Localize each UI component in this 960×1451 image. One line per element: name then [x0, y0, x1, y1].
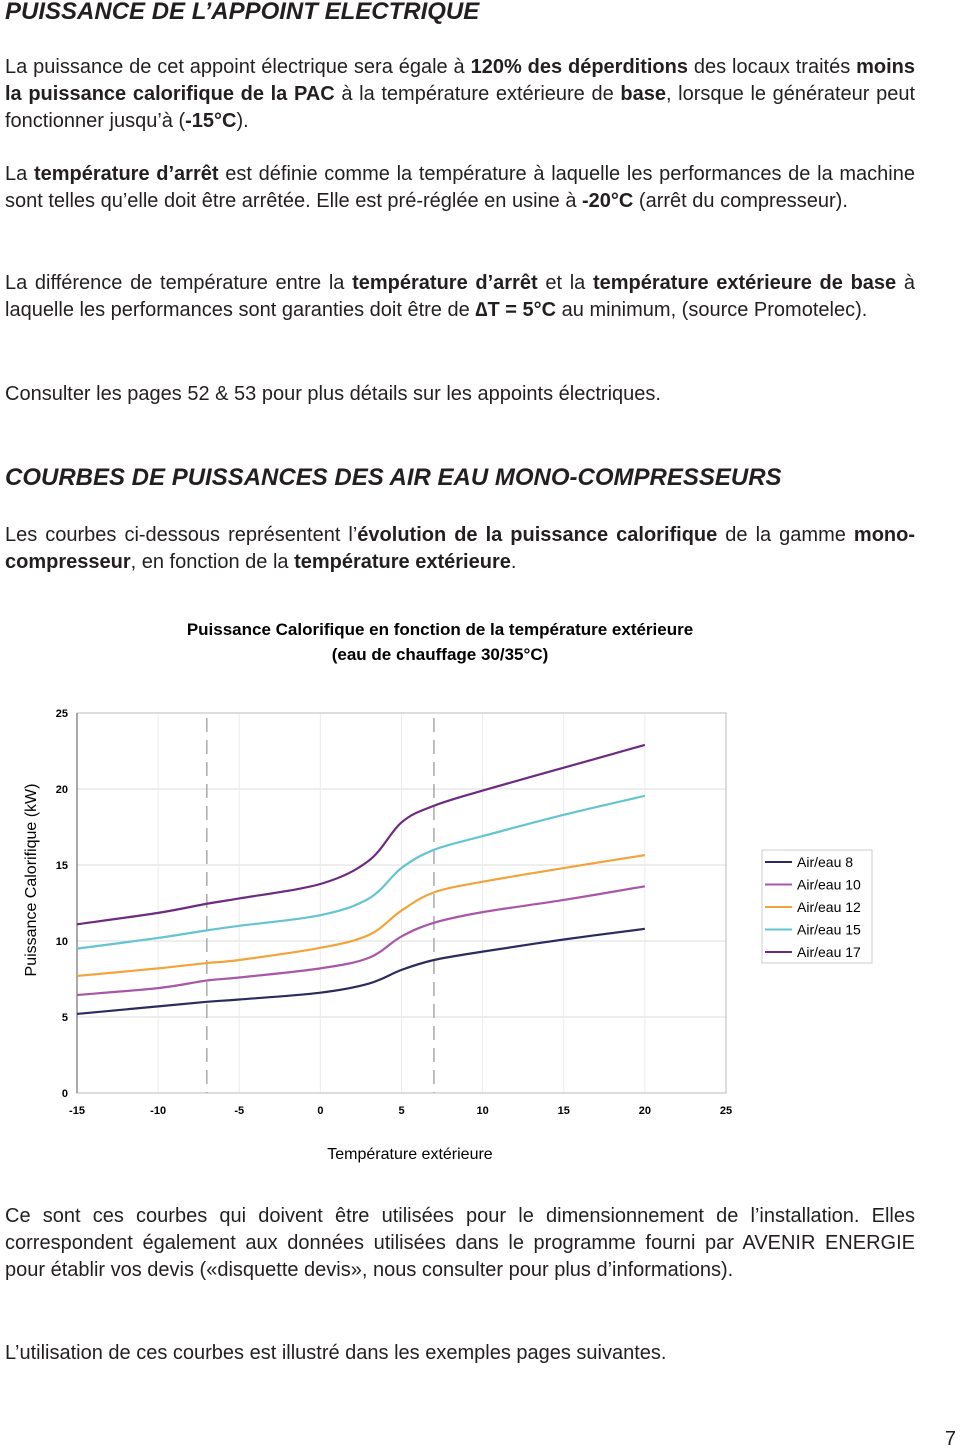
chart-title: Puissance Calorifique en fonction de la … — [187, 620, 693, 639]
bold-text: -15°C — [185, 110, 237, 132]
bold-text: température d’arrêt — [33, 163, 219, 185]
text: , en fonction de la — [130, 551, 295, 573]
bold-text: 120% des déperditions — [470, 56, 688, 78]
bold-text: mono-compresseur — [5, 524, 915, 573]
text: à laquelle les performances sont garanti… — [5, 272, 916, 321]
series-line — [76, 794, 646, 950]
x-tick-label: 5 — [398, 1105, 404, 1117]
text: Ce sont ces courbes qui doivent être uti… — [5, 1205, 915, 1281]
y-tick-label: 15 — [56, 860, 68, 872]
y-tick-label: 10 — [56, 936, 68, 948]
paragraph: Les courbes ci-dessous représentent l’év… — [5, 522, 915, 576]
text: La puissance de cet appoint électrique s… — [5, 56, 471, 78]
x-tick-label: 10 — [477, 1105, 489, 1117]
y-axis-label: Puissance Calorifique (kW) — [23, 784, 40, 977]
legend-label: Air/eau 8 — [797, 854, 853, 870]
x-tick-label: 20 — [639, 1105, 651, 1117]
x-axis-label: Température extérieure — [327, 1146, 493, 1163]
series-line — [76, 743, 646, 926]
page-number: 7 — [944, 1428, 956, 1450]
x-tick-label: 0 — [317, 1105, 323, 1117]
text: au minimum, (source Promotelec). — [556, 299, 868, 321]
legend-label: Air/eau 15 — [797, 922, 861, 938]
text: et la — [537, 272, 593, 294]
legend-label: Air/eau 17 — [797, 944, 861, 960]
chart-title: (eau de chauffage 30/35°C) — [332, 645, 549, 664]
bold-text: ∆T = 5°C — [475, 299, 557, 321]
x-tick-label: 25 — [720, 1105, 732, 1117]
series-line — [76, 885, 646, 997]
text: ). — [236, 110, 249, 132]
text: Consulter les pages 52 & 53 pour plus dé… — [5, 383, 661, 405]
bold-text: base — [620, 83, 666, 105]
bold-text: température extérieure — [294, 551, 511, 573]
text: des locaux traités — [688, 56, 857, 78]
x-tick-label: -5 — [234, 1105, 244, 1117]
y-tick-label: 25 — [56, 708, 68, 720]
text: Les courbes ci-dessous représentent l’ — [5, 524, 358, 546]
paragraph: Ce sont ces courbes qui doivent être uti… — [5, 1203, 915, 1284]
bold-text: évolution de la puissance calorifique — [357, 524, 718, 546]
bold-text: température d’arrêt — [352, 272, 538, 294]
text: de la gamme — [717, 524, 854, 546]
section-title: PUISSANCE DE L’APPOINT ELECTRIQUE — [5, 0, 480, 25]
text: (arrêt du compresseur). — [633, 190, 848, 212]
text: est définie comme la température à laque… — [5, 163, 915, 212]
text: La — [5, 163, 34, 185]
y-tick-label: 0 — [62, 1088, 68, 1100]
y-tick-label: 5 — [62, 1012, 68, 1024]
paragraph: Consulter les pages 52 & 53 pour plus dé… — [5, 381, 915, 408]
series-line — [76, 854, 646, 978]
text: . — [510, 551, 517, 573]
x-tick-label: -10 — [150, 1105, 166, 1117]
bold-text: température extérieure de base — [592, 272, 897, 294]
bold-text: moins la puissance calorifique de la PAC — [5, 56, 916, 105]
series-line — [76, 927, 646, 1016]
paragraph: La différence de température entre la te… — [5, 270, 915, 324]
section-title: COURBES DE PUISSANCES DES AIR EAU MONO-C… — [5, 464, 782, 491]
x-tick-label: 15 — [558, 1105, 570, 1117]
paragraph: L’utilisation de ces courbes est illustr… — [5, 1340, 915, 1367]
legend-label: Air/eau 10 — [797, 877, 861, 893]
text: La différence de température entre la — [5, 272, 353, 294]
y-tick-label: 20 — [56, 784, 68, 796]
bold-text: -20°C — [582, 190, 634, 212]
chart: Puissance Calorifique en fonction de la … — [23, 620, 873, 1163]
x-tick-label: -15 — [69, 1105, 85, 1117]
paragraph: La puissance de cet appoint électrique s… — [5, 54, 915, 135]
text: , lorsque le générateur peut fonctionner… — [5, 83, 915, 132]
text: L’utilisation de ces courbes est illustr… — [5, 1342, 667, 1364]
legend-label: Air/eau 12 — [797, 899, 861, 915]
text: à la température extérieure de — [334, 83, 621, 105]
paragraph: La température d’arrêt est définie comme… — [5, 161, 915, 215]
